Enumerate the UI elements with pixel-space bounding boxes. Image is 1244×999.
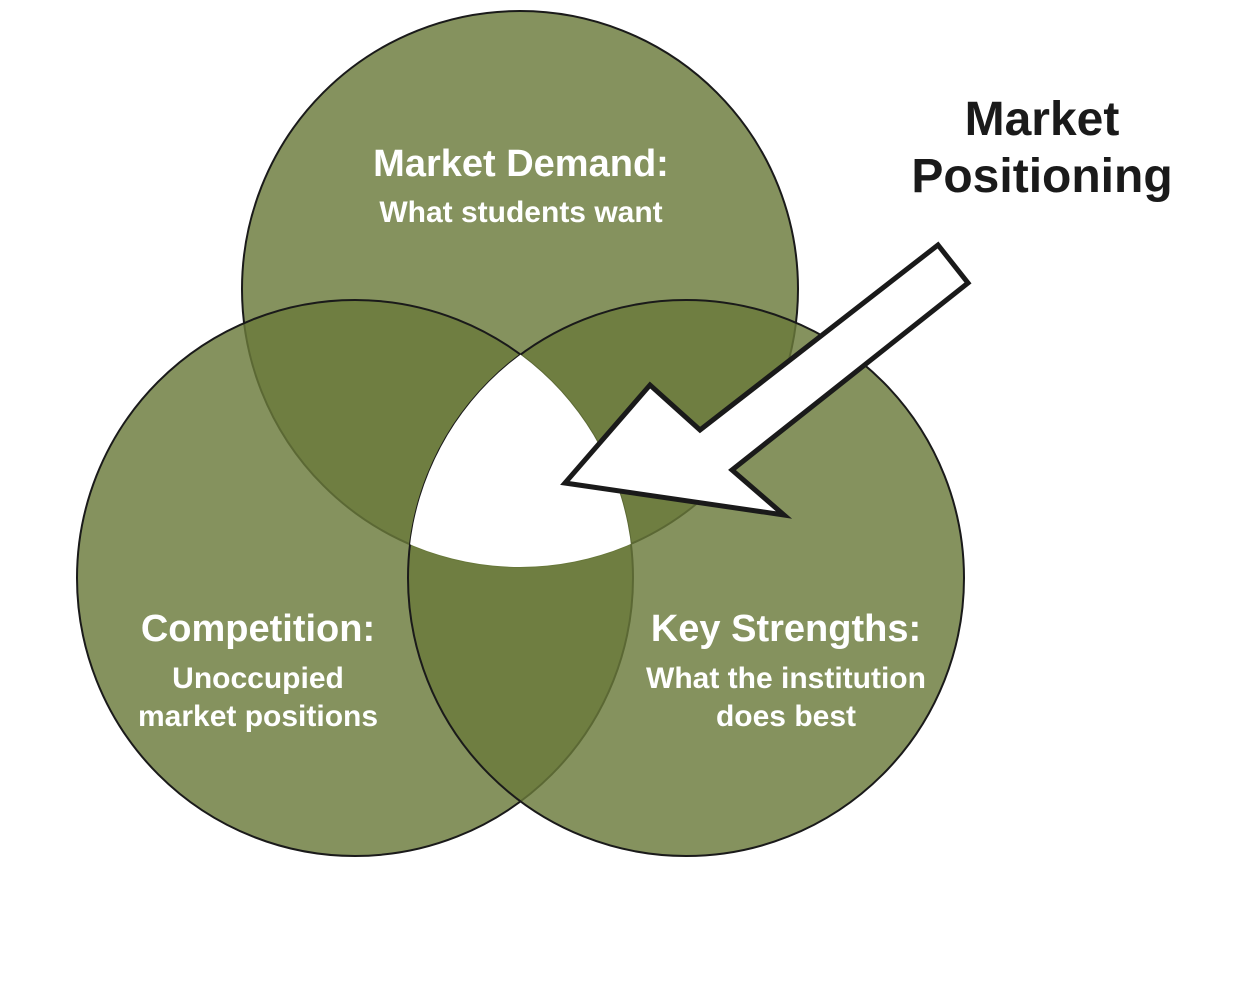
circle-left-label: Competition: Unoccupied market positions	[138, 608, 378, 733]
circle-right-title: Key Strengths:	[651, 608, 921, 650]
circle-left-sub2: market positions	[138, 700, 378, 733]
circle-top-title: Market Demand:	[373, 143, 669, 185]
circle-left-sub1: Unoccupied	[172, 662, 344, 695]
circle-left-title: Competition:	[141, 608, 375, 650]
circle-right-sub2: does best	[716, 700, 856, 733]
circle-top-sub: What students want	[379, 196, 662, 229]
market-positioning-label: Market Positioning	[911, 93, 1172, 203]
label-line2: Positioning	[911, 150, 1172, 203]
venn-diagram: Market Demand: What students want Compet…	[0, 0, 1244, 999]
circle-right-sub1: What the institution	[646, 662, 926, 695]
label-line1: Market	[965, 93, 1120, 146]
